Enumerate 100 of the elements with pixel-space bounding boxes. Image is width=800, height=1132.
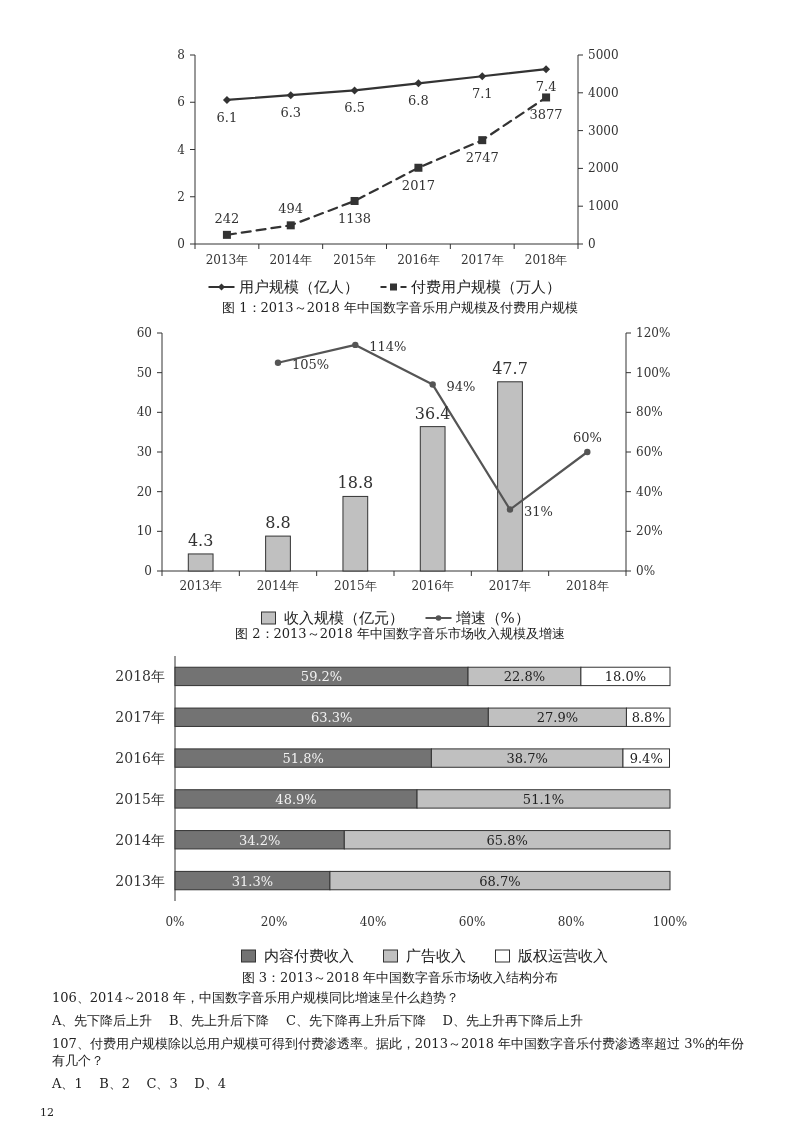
data-label: 8.8% — [631, 710, 665, 726]
data-label: 8.8 — [265, 513, 291, 533]
data-label: 1138 — [338, 210, 372, 226]
x-tick-label: 2017年 — [460, 253, 504, 267]
data-label: 63.3% — [311, 710, 353, 726]
point — [350, 196, 359, 205]
x-tick-label: 0% — [165, 915, 185, 929]
y2-tick-label: 1000 — [588, 199, 619, 214]
y-tick-label: 20 — [136, 484, 152, 499]
text: 图 1：2013～2018 年中国数字音乐用户规模及付费用户规模 — [222, 300, 578, 315]
y-tick-label: 4 — [177, 142, 186, 157]
data-label: 31% — [523, 503, 553, 519]
data-label: 6.8 — [408, 93, 429, 109]
x-tick-label: 2017年 — [488, 579, 532, 593]
x-tick-label: 100% — [652, 915, 688, 929]
x-tick-label: 2016年 — [411, 579, 454, 593]
x-tick-label: 20% — [260, 915, 288, 929]
point — [286, 91, 295, 100]
point — [506, 506, 514, 513]
legend-label: 版权运营收入 — [517, 947, 608, 965]
data-label: 2017 — [401, 177, 435, 193]
legend-label: 广告收入 — [405, 947, 466, 965]
y-tick-label: 60 — [136, 326, 152, 340]
point — [286, 221, 295, 230]
data-label: 6.3 — [280, 105, 302, 121]
point — [414, 79, 423, 88]
data-label: 31.3% — [231, 873, 274, 889]
text: A、1 B、2 C、3 D、4 — [51, 1076, 226, 1091]
data-label: 242 — [214, 210, 240, 226]
data-label: 68.7% — [479, 873, 521, 889]
data-label: 51.1% — [522, 791, 565, 807]
point — [478, 136, 487, 145]
point — [222, 95, 231, 104]
text: A、先下降后上升 B、先上升后下降 C、先下降再上升后下降 D、先上升再下降后上升 — [51, 1013, 583, 1028]
point — [542, 65, 551, 74]
data-label: 4.3 — [187, 530, 214, 550]
y2-tick-label: 60% — [636, 445, 663, 459]
x-tick-label: 2016年 — [397, 253, 440, 267]
data-label: 60% — [572, 430, 602, 445]
y2-tick-label: 0 — [588, 237, 596, 251]
point — [274, 359, 282, 366]
y2-tick-label: 0% — [636, 564, 656, 578]
data-label: 94% — [446, 378, 476, 394]
y-tick-label: 8 — [177, 48, 185, 62]
y-tick-label: 50 — [136, 365, 152, 380]
y-tick-label: 2015年 — [115, 790, 165, 807]
data-label: 36.4 — [414, 403, 451, 423]
y-tick-label: 10 — [136, 524, 152, 539]
y-tick-label: 2 — [177, 189, 185, 204]
point — [414, 163, 423, 172]
data-label: 18.8 — [337, 473, 374, 493]
data-label: 59.2% — [300, 669, 343, 685]
point — [350, 86, 359, 95]
y-tick-label: 0 — [144, 564, 152, 578]
data-label: 51.8% — [282, 751, 324, 767]
legend-label: 用户规模（亿人） — [238, 278, 359, 296]
y2-tick-label: 40% — [636, 484, 663, 499]
x-tick-label: 2015年 — [333, 253, 376, 267]
y2-tick-label: 3000 — [588, 123, 619, 138]
y2-tick-label: 100% — [636, 365, 671, 380]
x-tick-label: 2014年 — [256, 579, 300, 593]
legend-label: 收入规模（亿元） — [283, 609, 404, 627]
text: 图 3：2013～2018 年中国数字音乐市场收入结构分布 — [241, 970, 559, 985]
x-tick-label: 2014年 — [269, 253, 313, 267]
x-tick-label: 2018年 — [566, 579, 609, 593]
y2-tick-label: 4000 — [588, 85, 619, 100]
y-tick-label: 2013年 — [115, 872, 165, 889]
y2-tick-label: 2000 — [588, 161, 619, 176]
y2-tick-label: 5000 — [588, 48, 619, 62]
point — [478, 72, 487, 81]
x-tick-label: 40% — [359, 915, 387, 929]
text: 图 2：2013～2018 年中国数字音乐市场收入规模及增速 — [235, 626, 565, 641]
data-label: 18.0% — [604, 669, 647, 685]
data-label: 114% — [369, 338, 407, 354]
y2-tick-label: 120% — [636, 326, 671, 340]
data-label: 65.8% — [486, 832, 528, 848]
data-label: 48.9% — [275, 791, 317, 807]
data-label: 27.9% — [536, 710, 579, 726]
y-tick-label: 6 — [177, 95, 185, 110]
y-tick-label: 2016年 — [115, 750, 165, 767]
point — [222, 230, 231, 239]
data-label: 22.8% — [503, 669, 546, 685]
legend-label: 付费用户规模（万人） — [409, 278, 561, 296]
x-tick-label: 80% — [557, 915, 585, 929]
y-tick-label: 30 — [136, 445, 152, 459]
data-label: 2747 — [465, 150, 499, 166]
y-tick-label: 2017年 — [115, 709, 165, 726]
text: 12 — [40, 1106, 54, 1119]
data-label: 47.7 — [492, 358, 528, 378]
legend-label: 内容付费收入 — [263, 947, 354, 965]
y-tick-label: 0 — [177, 237, 185, 251]
x-tick-label: 2015年 — [334, 579, 377, 593]
data-label: 34.2% — [238, 832, 281, 848]
data-label: 6.1 — [216, 109, 238, 125]
y-tick-label: 40 — [136, 405, 152, 420]
data-label: 6.5 — [344, 100, 365, 116]
y2-tick-label: 20% — [636, 524, 663, 539]
data-label: 38.7% — [506, 751, 548, 767]
point — [352, 341, 359, 349]
point — [542, 93, 551, 102]
